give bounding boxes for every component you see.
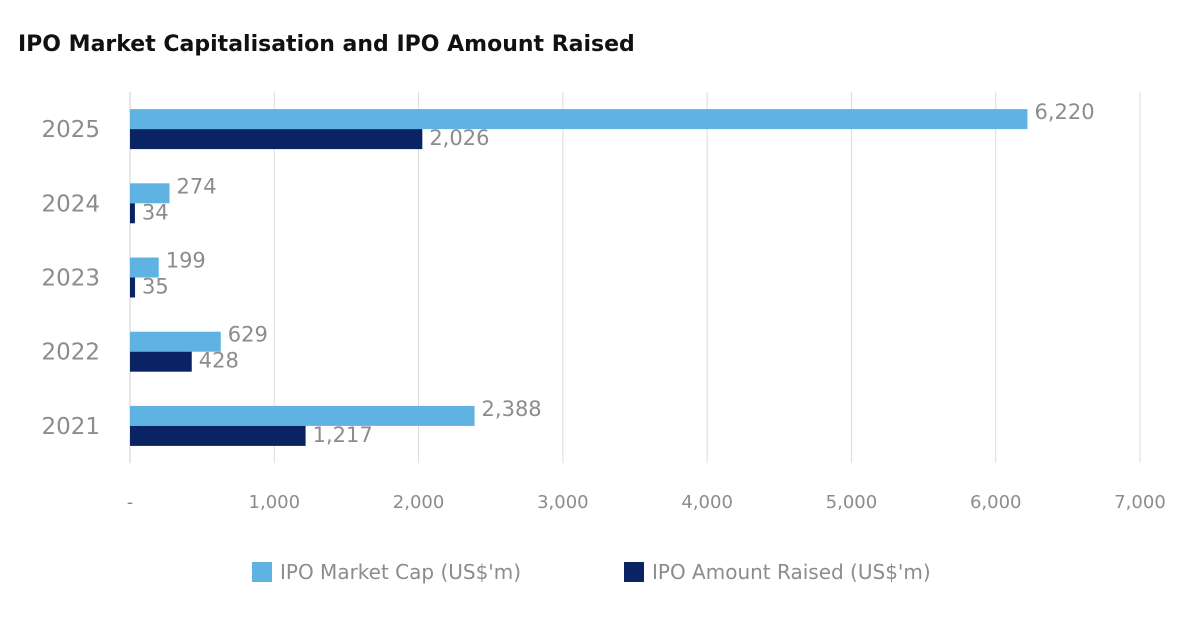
amount-raised-bar — [130, 277, 136, 298]
x-tick-label: 5,000 — [826, 492, 878, 513]
market-cap-bar — [130, 257, 159, 278]
amount-raised-bar — [130, 203, 135, 224]
data-label: 2,388 — [482, 397, 542, 421]
legend: IPO Market Cap (US$'m) IPO Amount Raised … — [252, 560, 931, 584]
amount-raised-bar — [130, 425, 306, 446]
market-cap-bar — [130, 331, 221, 352]
bars — [130, 109, 1028, 446]
category-label: 2025 — [41, 117, 100, 143]
data-label: 199 — [166, 249, 206, 273]
data-label: 34 — [142, 200, 169, 224]
x-tick-label: 2,000 — [393, 492, 445, 513]
category-label: 2024 — [41, 191, 100, 217]
market-cap-bar — [130, 109, 1028, 130]
data-label: 428 — [199, 349, 239, 373]
x-tick-label: 3,000 — [537, 492, 589, 513]
x-tick-label: 1,000 — [249, 492, 301, 513]
category-label: 2021 — [41, 414, 100, 440]
chart-title: IPO Market Capitalisation and IPO Amount… — [18, 32, 635, 57]
legend-label-market-cap: IPO Market Cap (US$'m) — [280, 560, 521, 584]
x-tick-label: 4,000 — [681, 492, 733, 513]
x-tick-label: 7,000 — [1114, 492, 1166, 513]
amount-raised-bar — [130, 351, 192, 372]
legend-swatch-market-cap — [252, 562, 272, 582]
data-label: 6,220 — [1034, 100, 1094, 124]
category-labels: 2025 2024 2023 2022 2021 — [41, 117, 100, 440]
x-tick-label: - — [127, 492, 134, 513]
market-cap-bar — [130, 183, 170, 204]
data-label: 629 — [228, 323, 268, 347]
category-label: 2022 — [41, 340, 100, 366]
gridlines — [129, 92, 1141, 463]
data-label: 2,026 — [429, 126, 489, 150]
data-label: 35 — [142, 275, 169, 299]
category-label: 2023 — [41, 266, 100, 292]
legend-label-amount-raised: IPO Amount Raised (US$'m) — [652, 560, 931, 584]
amount-raised-bar — [130, 129, 423, 150]
x-tick-label: 6,000 — [970, 492, 1022, 513]
legend-swatch-amount-raised — [624, 562, 644, 582]
data-label: 1,217 — [313, 423, 373, 447]
x-axis-tick-labels: - 1,000 2,000 3,000 4,000 5,000 6,000 7,000 — [127, 492, 1166, 513]
market-cap-bar — [130, 405, 475, 426]
data-label: 274 — [177, 174, 217, 198]
